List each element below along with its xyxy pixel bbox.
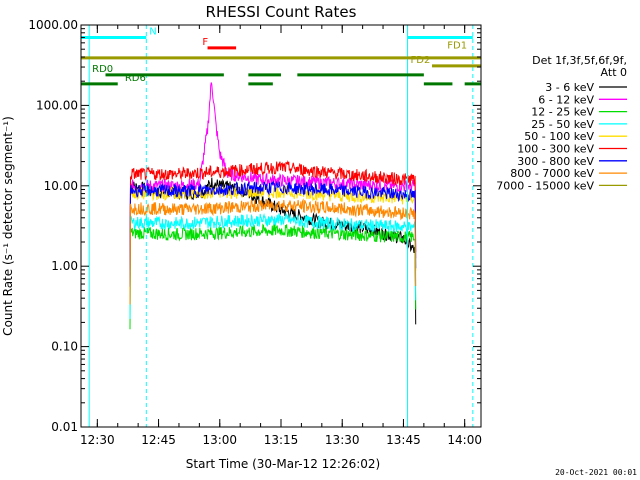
legend-label-6-12-kev: 6 - 12 keV bbox=[538, 93, 594, 106]
series-line-25-50-kev bbox=[129, 212, 417, 319]
timestamp-label: 20-Oct-2021 00:01 bbox=[555, 468, 637, 477]
legend-label-25-50-kev: 25 - 50 keV bbox=[531, 118, 594, 131]
series-layer bbox=[129, 82, 417, 330]
x-tick-label: 13:15 bbox=[264, 433, 299, 447]
y-tick-label: 0.01 bbox=[51, 420, 78, 434]
x-tick-label: 13:00 bbox=[202, 433, 237, 447]
series-line-12-25-kev bbox=[129, 223, 417, 330]
y-tick-label: 1000.00 bbox=[28, 18, 78, 32]
y-tick-label: 10.00 bbox=[44, 179, 78, 193]
axis-layer: 12:30 12:45 13:00 13:15 13:30 13:45 14:00 0.01 0… bbox=[28, 18, 482, 447]
x-tick-label: 12:45 bbox=[141, 433, 176, 447]
y-axis-label: Count Rate (s⁻¹ detector segment⁻¹) bbox=[1, 116, 15, 336]
legend-label-7000-15000-kev: 7000 - 15000 keV bbox=[496, 179, 594, 192]
series-line-300-800-kev bbox=[129, 180, 417, 287]
legend-label-100-300-kev: 100 - 300 keV bbox=[517, 143, 594, 156]
legend-label-3-6-kev: 3 - 6 keV bbox=[545, 81, 594, 94]
series-line-800-7000-kev bbox=[129, 198, 417, 305]
flag-label-rd6: RD6 bbox=[125, 73, 146, 84]
legend-label-50-100-kev: 50 - 100 keV bbox=[524, 130, 594, 143]
x-tick-label: 12:30 bbox=[80, 433, 115, 447]
legend-label-300-800-kev: 300 - 800 keV bbox=[517, 155, 594, 168]
y-tick-label: 0.10 bbox=[51, 340, 78, 354]
flag-label-rd0: RD0 bbox=[92, 64, 113, 75]
flag-label-n: N bbox=[149, 26, 156, 37]
y-tick-label: 100.00 bbox=[36, 98, 78, 112]
flag-label-f: F bbox=[202, 37, 208, 48]
x-tick-label: 13:30 bbox=[325, 433, 360, 447]
y-tick-label: 1.00 bbox=[51, 259, 78, 273]
overlay-layer: N F FD1 FD2 RD0 RD6 bbox=[81, 25, 481, 427]
legend-label-800-7000-kev: 800 - 7000 keV bbox=[510, 167, 594, 180]
x-tick-label: 14:00 bbox=[447, 433, 482, 447]
legend-header-line: Att 0 bbox=[601, 66, 627, 79]
flag-label-fd2: FD2 bbox=[411, 55, 431, 66]
legend-label-12-25-kev: 12 - 25 keV bbox=[531, 106, 594, 119]
x-tick-label: 13:45 bbox=[386, 433, 421, 447]
chart-title: RHESSI Count Rates bbox=[206, 3, 357, 21]
series-line-6-12-kev bbox=[129, 82, 417, 283]
flag-label-fd1: FD1 bbox=[447, 40, 467, 51]
legend-header-line: Det 1f,3f,5f,6f,9f, bbox=[532, 54, 627, 67]
series-line-100-300-kev bbox=[129, 160, 417, 271]
x-axis-label: Start Time (30-Mar-12 12:26:02) bbox=[186, 457, 380, 471]
